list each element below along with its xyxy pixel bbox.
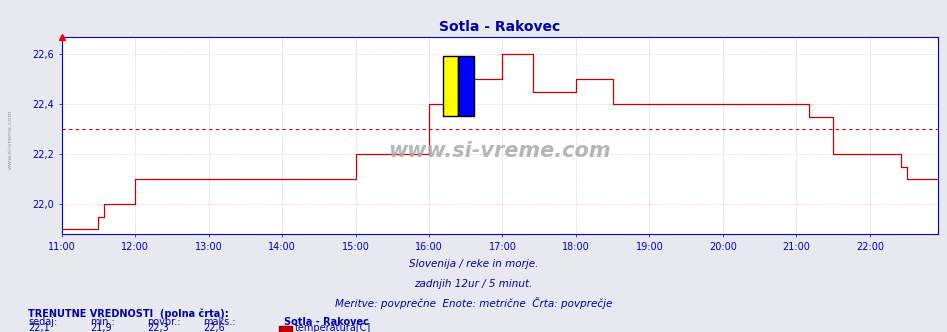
Text: min.:: min.: — [90, 317, 115, 327]
Text: povpr.:: povpr.: — [147, 317, 180, 327]
FancyBboxPatch shape — [442, 56, 458, 116]
Text: TRENUTNE VREDNOSTI  (polna črta):: TRENUTNE VREDNOSTI (polna črta): — [28, 308, 229, 319]
Text: Sotla - Rakovec: Sotla - Rakovec — [284, 317, 369, 327]
Text: zadnjih 12ur / 5 minut.: zadnjih 12ur / 5 minut. — [415, 279, 532, 289]
Text: 22,6: 22,6 — [204, 323, 225, 332]
Text: 22,1: 22,1 — [28, 323, 50, 332]
Title: Sotla - Rakovec: Sotla - Rakovec — [438, 20, 561, 34]
Text: temperatura[C]: temperatura[C] — [295, 323, 371, 332]
Text: www.si-vreme.com: www.si-vreme.com — [388, 141, 611, 161]
Text: Slovenija / reke in morje.: Slovenija / reke in morje. — [409, 259, 538, 269]
Text: sedaj:: sedaj: — [28, 317, 58, 327]
Text: www.si-vreme.com: www.si-vreme.com — [8, 110, 12, 169]
Text: Meritve: povprečne  Enote: metrične  Črta: povprečje: Meritve: povprečne Enote: metrične Črta:… — [335, 297, 612, 309]
Text: 22,3: 22,3 — [147, 323, 169, 332]
FancyBboxPatch shape — [458, 56, 474, 116]
Text: maks.:: maks.: — [204, 317, 236, 327]
Text: 21,9: 21,9 — [90, 323, 112, 332]
